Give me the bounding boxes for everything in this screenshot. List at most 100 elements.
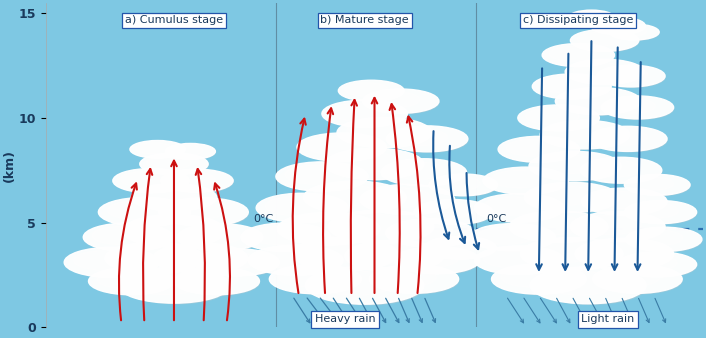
Circle shape <box>258 249 319 268</box>
Circle shape <box>385 219 475 247</box>
Circle shape <box>136 143 172 154</box>
Circle shape <box>618 252 697 277</box>
Circle shape <box>592 128 667 152</box>
Circle shape <box>549 124 607 142</box>
Circle shape <box>92 226 150 245</box>
Circle shape <box>560 89 641 115</box>
Circle shape <box>422 202 473 219</box>
Circle shape <box>88 225 173 252</box>
Circle shape <box>536 269 646 304</box>
Circle shape <box>269 264 361 294</box>
Circle shape <box>107 201 167 220</box>
Circle shape <box>165 143 215 159</box>
Circle shape <box>168 172 215 187</box>
Circle shape <box>436 176 480 191</box>
Circle shape <box>64 247 159 277</box>
Circle shape <box>381 159 467 186</box>
Circle shape <box>276 162 368 191</box>
Circle shape <box>491 264 586 294</box>
Circle shape <box>370 92 420 107</box>
Circle shape <box>103 199 191 227</box>
Circle shape <box>181 225 263 251</box>
Text: 0°C: 0°C <box>253 214 273 224</box>
Circle shape <box>517 105 599 131</box>
Circle shape <box>366 91 439 114</box>
Circle shape <box>534 153 621 181</box>
Circle shape <box>398 248 479 274</box>
Circle shape <box>631 177 674 190</box>
Circle shape <box>250 226 308 245</box>
Circle shape <box>285 165 345 184</box>
Circle shape <box>556 88 641 115</box>
Text: Heavy rain: Heavy rain <box>315 314 375 324</box>
Circle shape <box>88 268 174 295</box>
Circle shape <box>168 144 215 160</box>
Circle shape <box>582 188 667 215</box>
Circle shape <box>373 267 459 294</box>
Text: a) Cumulus stage: a) Cumulus stage <box>125 15 223 25</box>
Circle shape <box>390 221 475 248</box>
Circle shape <box>328 210 433 243</box>
Circle shape <box>140 153 208 175</box>
Circle shape <box>360 185 455 215</box>
Circle shape <box>386 126 468 152</box>
Circle shape <box>502 138 580 163</box>
Circle shape <box>147 155 191 170</box>
Circle shape <box>178 269 259 295</box>
Circle shape <box>105 242 203 274</box>
Circle shape <box>168 201 226 220</box>
Circle shape <box>164 171 233 193</box>
Circle shape <box>118 268 230 303</box>
Circle shape <box>317 271 394 295</box>
Circle shape <box>133 142 185 159</box>
Circle shape <box>564 91 619 108</box>
Circle shape <box>394 247 479 274</box>
Circle shape <box>501 267 563 287</box>
Circle shape <box>609 99 656 114</box>
Circle shape <box>537 76 611 99</box>
Circle shape <box>585 159 662 184</box>
Circle shape <box>578 32 622 46</box>
Circle shape <box>198 250 279 276</box>
Circle shape <box>479 227 534 244</box>
Circle shape <box>474 225 556 251</box>
Circle shape <box>303 241 371 263</box>
Circle shape <box>202 252 258 269</box>
Circle shape <box>161 169 233 192</box>
Circle shape <box>345 82 388 96</box>
Circle shape <box>526 108 579 125</box>
Circle shape <box>593 265 682 293</box>
Circle shape <box>630 229 702 252</box>
Circle shape <box>278 268 338 287</box>
Circle shape <box>624 200 697 224</box>
Circle shape <box>325 148 424 180</box>
Circle shape <box>590 191 646 209</box>
Circle shape <box>355 244 419 264</box>
Circle shape <box>83 223 173 251</box>
Circle shape <box>626 227 702 251</box>
Circle shape <box>491 170 547 188</box>
Circle shape <box>395 222 453 241</box>
Circle shape <box>568 10 614 25</box>
Circle shape <box>570 29 639 51</box>
Circle shape <box>261 195 348 223</box>
Circle shape <box>131 184 217 211</box>
Circle shape <box>256 193 348 222</box>
Circle shape <box>628 202 697 224</box>
Circle shape <box>569 61 644 85</box>
Circle shape <box>280 164 368 192</box>
Circle shape <box>622 254 697 277</box>
Circle shape <box>363 89 439 113</box>
Circle shape <box>97 271 152 288</box>
Circle shape <box>529 151 621 181</box>
Circle shape <box>153 243 248 273</box>
Circle shape <box>427 238 496 260</box>
Circle shape <box>514 213 608 243</box>
Circle shape <box>385 161 467 186</box>
Circle shape <box>143 154 208 175</box>
Circle shape <box>496 266 586 295</box>
Circle shape <box>69 249 159 278</box>
Circle shape <box>566 59 644 84</box>
Circle shape <box>483 167 568 194</box>
Circle shape <box>369 188 431 208</box>
